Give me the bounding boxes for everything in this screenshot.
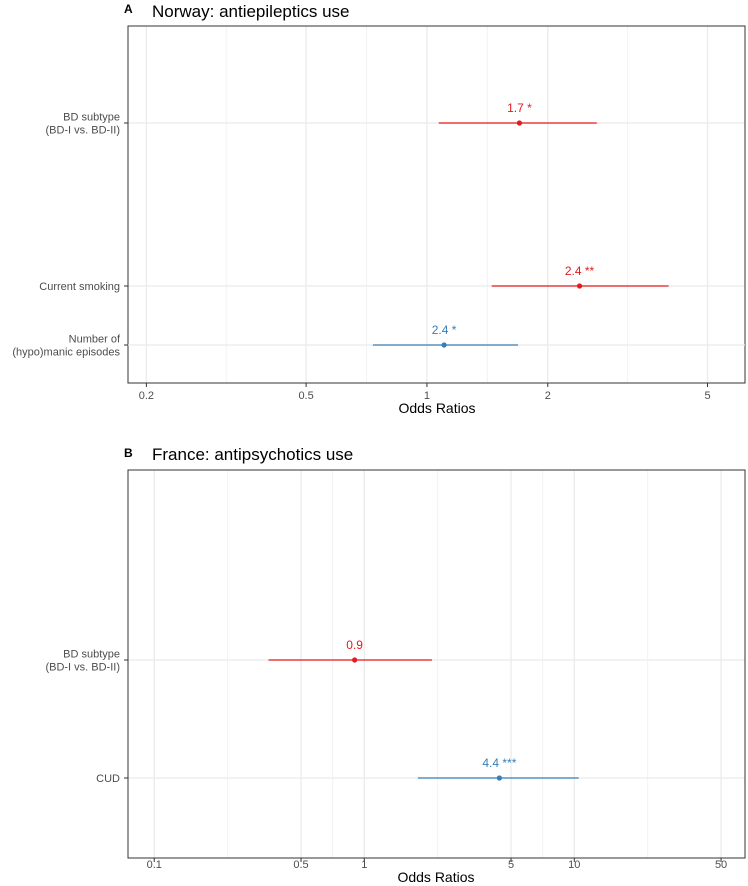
- panel-b-x-axis-title: Odds Ratios: [397, 869, 474, 885]
- panel-a: A Norway: antiepileptics use Odds Ratios…: [39, 2, 746, 416]
- y-tick-label: BD subtype (BD-I vs. BD-II): [45, 112, 120, 137]
- x-tick-label: 1: [424, 390, 430, 402]
- data-label: 1.7 *: [507, 101, 532, 115]
- x-tick-label: 2: [545, 390, 551, 402]
- odds-ratio-point: [496, 775, 502, 781]
- panel-letter-a: A: [124, 2, 133, 16]
- panel-border: [127, 469, 746, 859]
- y-tick-label: Number of (hypo)manic episodes: [12, 334, 121, 359]
- odds-ratio-point: [441, 342, 447, 348]
- panel-b-title: France: antipsychotics use: [152, 445, 353, 464]
- panel-a-x-axis-title: Odds Ratios: [398, 400, 475, 416]
- x-tick-label: 5: [508, 859, 514, 871]
- y-tick-label: CUD: [96, 773, 120, 785]
- y-tick-label: BD subtype (BD-I vs. BD-II): [45, 649, 120, 674]
- panel-b: B France: antipsychotics use Odds Ratios…: [12, 323, 746, 885]
- x-tick-label: 10: [568, 859, 580, 871]
- x-tick-label: 1: [361, 859, 367, 871]
- x-tick-label: 0.2: [139, 390, 154, 402]
- x-tick-label: 0.1: [147, 859, 162, 871]
- data-label: 4.4 ***: [482, 756, 516, 770]
- x-tick-label: 0.5: [298, 390, 313, 402]
- data-label: 2.4 **: [565, 264, 595, 278]
- x-tick-label: 0.5: [293, 859, 308, 871]
- odds-ratio-point: [516, 120, 523, 126]
- panel-letter-b: B: [124, 446, 133, 460]
- data-label: 2.4 *: [432, 323, 457, 337]
- x-tick-label: 50: [715, 859, 727, 871]
- odds-ratio-point: [352, 657, 358, 663]
- data-label: 0.9: [346, 638, 363, 652]
- y-tick-label: Current smoking: [39, 281, 120, 293]
- panel-border: [127, 25, 746, 384]
- panel-a-title: Norway: antiepileptics use: [152, 2, 349, 21]
- odds-ratio-point: [576, 283, 583, 289]
- x-tick-label: 5: [704, 390, 710, 402]
